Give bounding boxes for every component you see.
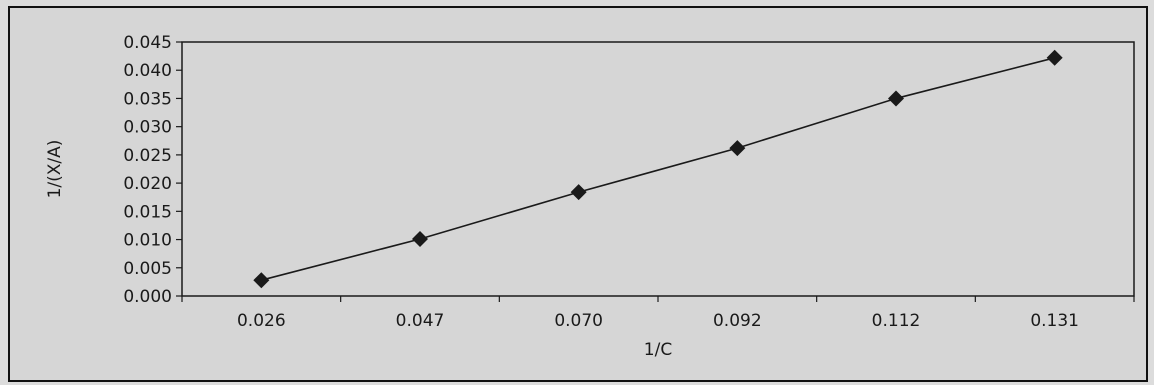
data-point-marker	[729, 140, 746, 157]
x-tick-label: 0.070	[554, 311, 603, 331]
data-point-marker	[888, 90, 904, 107]
series-layer	[253, 49, 1063, 289]
y-tick-label: 0.040	[123, 61, 172, 81]
y-axis-title: 1/(X/A)	[45, 140, 65, 199]
series-line	[261, 57, 1055, 281]
y-tick-label: 0.000	[123, 287, 172, 307]
y-tick-label: 0.045	[123, 33, 172, 53]
y-tick-label: 0.020	[123, 174, 172, 194]
y-axis: 0.000 0.005 0.010 0.015 0.020 0.025 0.030 0.035…	[123, 33, 182, 307]
y-tick-label: 0.010	[123, 231, 172, 251]
data-point-marker	[253, 272, 270, 289]
x-axis: 0.026 0.047 0.070 0.092 0.112 0.131	[181, 296, 1135, 331]
y-tick-label: 0.025	[123, 146, 172, 166]
x-tick-label: 0.026	[237, 311, 286, 331]
x-tick-label: 0.112	[872, 311, 921, 331]
y-tick-label: 0.035	[123, 89, 172, 109]
data-point-marker	[570, 184, 587, 201]
x-tick-label: 0.092	[713, 311, 762, 331]
y-tick-label: 0.005	[123, 259, 172, 279]
x-tick-label: 0.131	[1030, 311, 1079, 331]
data-point-marker	[1046, 49, 1063, 66]
y-tick-label: 0.015	[123, 202, 172, 222]
line-chart: 0.000 0.005 0.010 0.015 0.020 0.025 0.030 0.035…	[45, 33, 1135, 360]
plot-area	[181, 41, 1135, 297]
chart-frame: 0.000 0.005 0.010 0.015 0.020 0.025 0.030 0.035…	[8, 6, 1148, 382]
data-point-marker	[412, 230, 428, 247]
x-axis-title: 1/C	[644, 340, 672, 360]
y-tick-label: 0.030	[123, 118, 172, 138]
x-tick-label: 0.047	[396, 311, 445, 331]
